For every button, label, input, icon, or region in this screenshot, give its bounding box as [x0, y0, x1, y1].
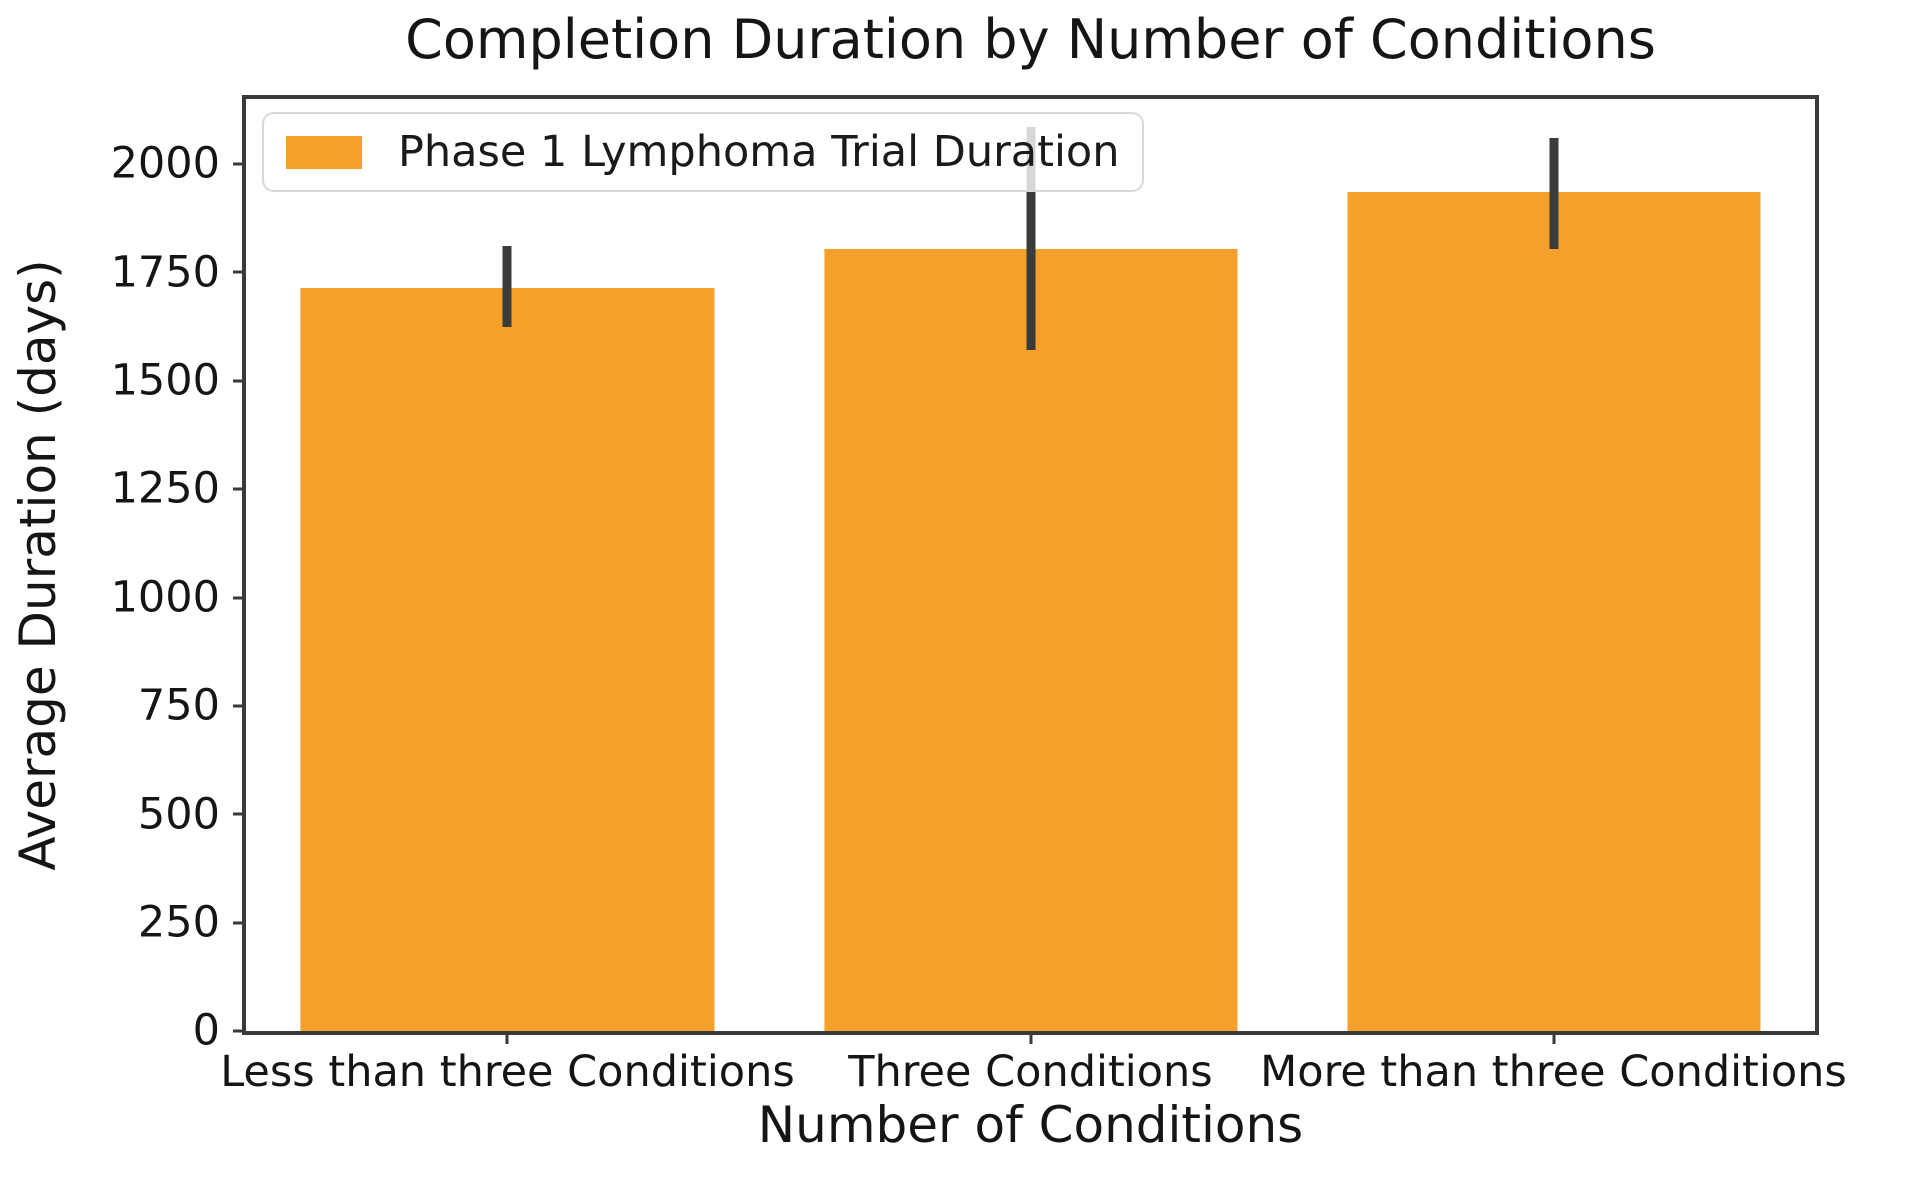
- plot-area: 0 250 500 750 1000 1250 1500 1750 2000 Less than …: [111, 95, 1847, 1097]
- y-tick-label: 0: [192, 1005, 220, 1056]
- y-tick-label: 1250: [110, 463, 220, 514]
- y-tick: [233, 812, 246, 816]
- x-tick-label: Three Conditions: [848, 1047, 1213, 1097]
- y-tick-label: 750: [137, 680, 220, 731]
- error-bar: [502, 246, 512, 327]
- x-tick: [505, 1031, 509, 1044]
- error-bar: [1549, 138, 1558, 249]
- y-axis-label: Average Duration (days): [9, 259, 67, 871]
- y-tick: [233, 379, 246, 383]
- bar: [300, 287, 715, 1031]
- x-tick: [1029, 1031, 1032, 1044]
- y-tick: [233, 270, 246, 274]
- legend-swatch: [286, 135, 362, 169]
- y-tick-label: 1500: [110, 355, 220, 406]
- y-tick: [233, 704, 246, 708]
- y-tick: [233, 921, 246, 925]
- y-tick: [233, 487, 246, 491]
- legend-label: Phase 1 Lymphoma Trial Duration: [398, 127, 1120, 177]
- y-tick-label: 2000: [110, 138, 220, 189]
- legend: Phase 1 Lymphoma Trial Duration: [262, 112, 1144, 192]
- bar: [1346, 192, 1761, 1031]
- y-tick-label: 500: [137, 788, 220, 839]
- y-tick: [233, 596, 246, 600]
- y-tick: [233, 162, 246, 166]
- y-tick-label: 1000: [110, 572, 220, 623]
- bar: [823, 248, 1238, 1031]
- x-tick-label: Less than three Conditions: [220, 1047, 795, 1097]
- x-tick: [1552, 1031, 1555, 1044]
- chart-title: Completion Duration by Number of Conditi…: [405, 8, 1656, 71]
- error-bar: [1026, 127, 1035, 351]
- y-tick-label: 1750: [110, 247, 220, 298]
- x-tick-label: More than three Conditions: [1260, 1047, 1847, 1097]
- y-tick: [233, 1029, 246, 1033]
- y-tick-label: 250: [137, 897, 220, 948]
- x-axis-label: Number of Conditions: [757, 1096, 1304, 1154]
